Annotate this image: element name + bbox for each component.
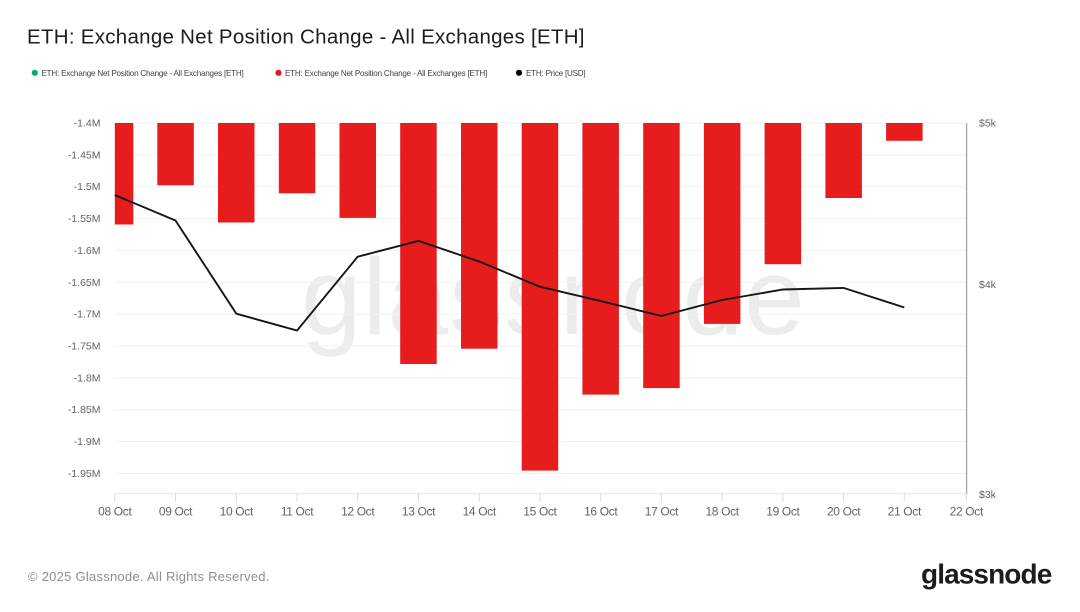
svg-text:-1.4M: -1.4M xyxy=(74,118,101,130)
svg-text:08 Oct: 08 Oct xyxy=(98,505,132,519)
svg-text:21 Oct: 21 Oct xyxy=(888,505,922,519)
svg-text:-1.9M: -1.9M xyxy=(74,436,101,448)
svg-text:17 Oct: 17 Oct xyxy=(645,505,679,519)
svg-text:ETH: Price [USD]: ETH: Price [USD] xyxy=(526,69,585,78)
svg-text:19 Oct: 19 Oct xyxy=(766,505,800,519)
svg-text:13 Oct: 13 Oct xyxy=(402,505,436,519)
svg-text:11 Oct: 11 Oct xyxy=(281,505,314,519)
svg-text:ETH: Exchange Net Position Cha: ETH: Exchange Net Position Change - All … xyxy=(285,69,487,78)
svg-text:18 Oct: 18 Oct xyxy=(705,505,739,519)
svg-text:-1.45M: -1.45M xyxy=(68,149,101,161)
svg-text:22 Oct: 22 Oct xyxy=(950,505,984,519)
svg-text:glassnode: glassnode xyxy=(921,559,1052,590)
svg-text:-1.7M: -1.7M xyxy=(74,309,101,321)
svg-text:-1.75M: -1.75M xyxy=(68,341,101,353)
svg-text:$3k: $3k xyxy=(979,489,997,501)
svg-text:-1.6M: -1.6M xyxy=(74,245,101,257)
svg-text:10 Oct: 10 Oct xyxy=(220,505,254,519)
svg-text:14 Oct: 14 Oct xyxy=(463,505,497,519)
svg-text:ETH: Exchange Net Position Cha: ETH: Exchange Net Position Change - All … xyxy=(27,26,585,49)
svg-text:20 Oct: 20 Oct xyxy=(827,505,861,519)
svg-text:ETH: Exchange Net Position Cha: ETH: Exchange Net Position Change - All … xyxy=(42,69,244,78)
svg-text:© 2025 Glassnode. All Rights R: © 2025 Glassnode. All Rights Reserved. xyxy=(28,569,270,584)
svg-text:$4k: $4k xyxy=(979,279,997,291)
svg-text:$5k: $5k xyxy=(979,118,997,130)
svg-text:12 Oct: 12 Oct xyxy=(341,505,375,519)
svg-text:09 Oct: 09 Oct xyxy=(159,505,193,519)
svg-text:-1.85M: -1.85M xyxy=(68,404,101,416)
svg-text:-1.65M: -1.65M xyxy=(68,277,101,289)
svg-text:-1.5M: -1.5M xyxy=(74,181,101,193)
svg-text:15 Oct: 15 Oct xyxy=(523,505,557,519)
svg-text:-1.8M: -1.8M xyxy=(74,372,101,384)
svg-text:-1.95M: -1.95M xyxy=(68,468,101,480)
svg-text:16 Oct: 16 Oct xyxy=(584,505,618,519)
svg-text:-1.55M: -1.55M xyxy=(68,213,101,225)
